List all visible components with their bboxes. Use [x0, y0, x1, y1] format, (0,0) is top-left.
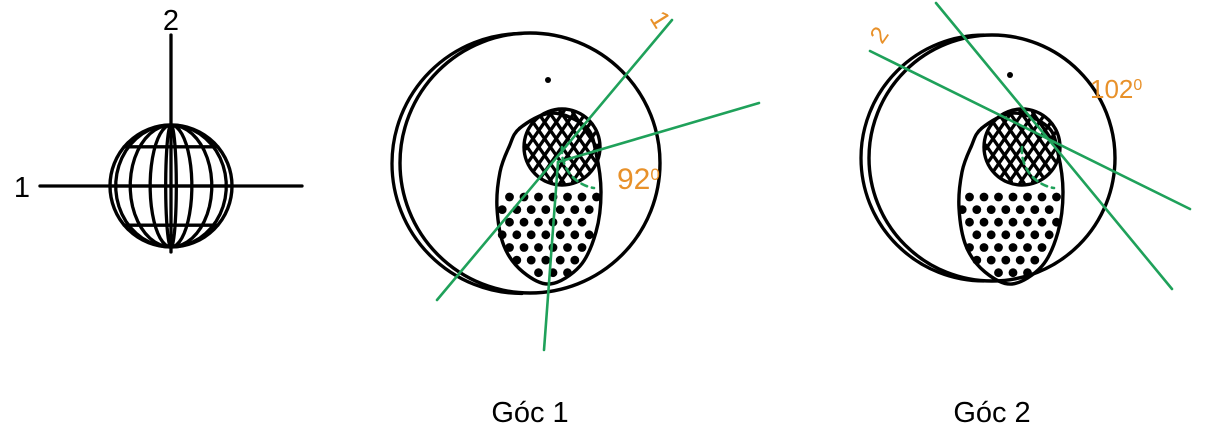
svg-text:1020: 1020: [1090, 74, 1142, 104]
svg-text:2: 2: [163, 5, 179, 37]
svg-text:1: 1: [644, 5, 677, 33]
svg-text:920: 920: [617, 163, 660, 196]
svg-text:1: 1: [14, 172, 30, 204]
svg-text:Góc 2: Góc 2: [953, 397, 1030, 429]
svg-text:2: 2: [865, 22, 895, 48]
svg-text:Góc 1: Góc 1: [491, 397, 568, 429]
